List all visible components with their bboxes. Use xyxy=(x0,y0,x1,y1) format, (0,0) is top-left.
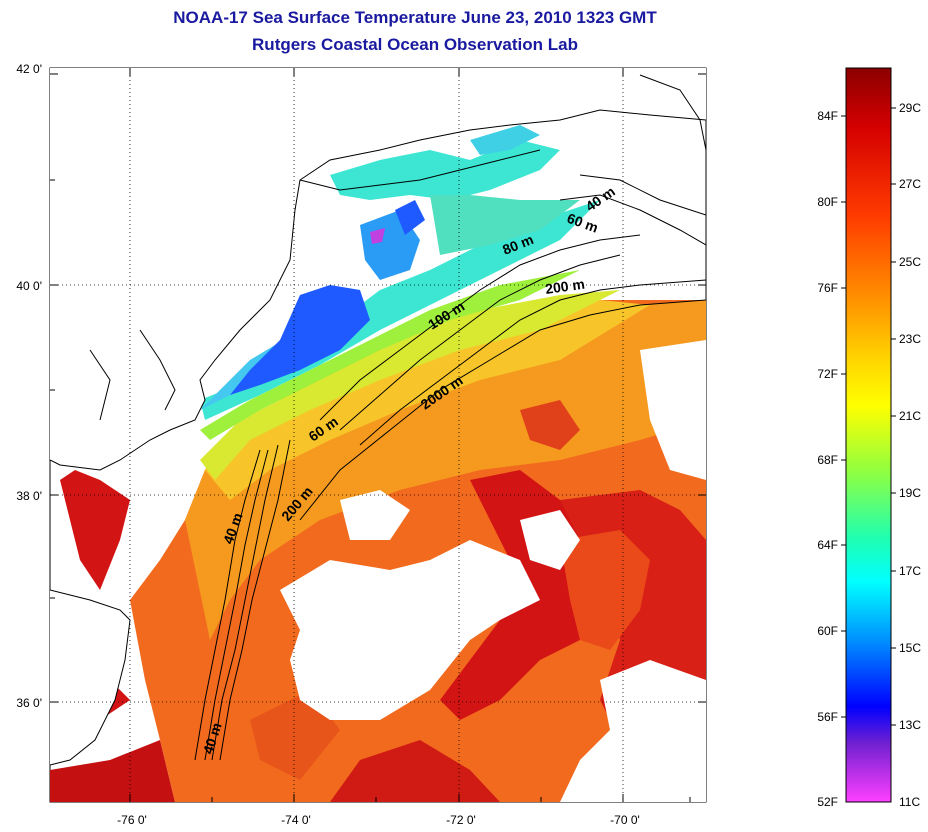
colorbar-f-labels: 84F 80F 76F 72F 68F 64F 60F 56F 52F xyxy=(817,109,838,809)
colorbar-f-label: 76F xyxy=(817,281,838,295)
colorbar-c-label: 21C xyxy=(899,409,921,423)
axis-ticks xyxy=(50,68,706,802)
lat-label: 42 0' xyxy=(16,62,42,76)
lon-label: -74 0' xyxy=(281,813,311,827)
graticule xyxy=(50,68,706,802)
colorbar-c-label: 23C xyxy=(899,332,921,346)
colorbar-f-label: 64F xyxy=(817,538,838,552)
colorbar-f-label: 56F xyxy=(817,710,838,724)
colorbar-c-label: 17C xyxy=(899,564,921,578)
lat-label: 36 0' xyxy=(16,696,42,710)
colorbar-c-label: 19C xyxy=(899,486,921,500)
sst-field xyxy=(50,68,706,802)
colorbar-f-label: 72F xyxy=(817,367,838,381)
lat-label: 40 0' xyxy=(16,279,42,293)
lat-label: 38 0' xyxy=(16,489,42,503)
coastline-and-isobaths xyxy=(50,74,706,766)
colorbar-c-label: 13C xyxy=(899,718,921,732)
colorbar-c-labels: 29C 27C 25C 23C 21C 19C 17C 15C 13C 11C xyxy=(899,101,921,809)
lon-label: -70 0' xyxy=(610,813,640,827)
colorbar-ticks xyxy=(841,107,896,726)
colorbar xyxy=(845,67,892,803)
colorbar-f-label: 52F xyxy=(817,795,838,809)
colorbar-c-label: 27C xyxy=(899,177,921,191)
colorbar-c-label: 29C xyxy=(899,101,921,115)
colorbar-c-label: 25C xyxy=(899,255,921,269)
isobath-label: 200 m xyxy=(544,276,586,297)
colorbar-f-label: 68F xyxy=(817,453,838,467)
lon-label: -76 0' xyxy=(117,813,147,827)
colorbar-c-label: 15C xyxy=(899,641,921,655)
colorbar-f-label: 84F xyxy=(817,109,838,123)
map-subtitle: Rutgers Coastal Ocean Observation Lab xyxy=(252,35,578,54)
lon-label: -72 0' xyxy=(446,813,476,827)
map-title: NOAA-17 Sea Surface Temperature June 23,… xyxy=(173,8,657,27)
colorbar-c-label: 11C xyxy=(899,795,920,809)
colorbar-f-label: 60F xyxy=(817,624,838,638)
colorbar-f-label: 80F xyxy=(817,195,838,209)
